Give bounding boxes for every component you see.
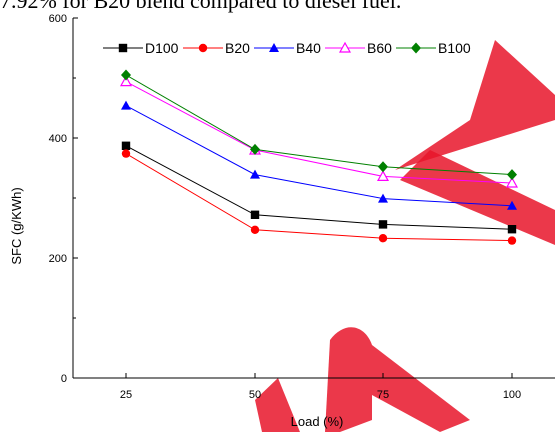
x-axis-label: Load (%) xyxy=(291,414,344,429)
data-point xyxy=(338,41,352,53)
data-point xyxy=(376,170,390,181)
data-point xyxy=(250,210,260,219)
legend-label: B60 xyxy=(367,40,392,56)
data-point xyxy=(507,169,517,181)
data-point xyxy=(121,141,131,150)
data-point xyxy=(507,225,517,234)
data-point xyxy=(378,161,388,173)
data-point xyxy=(119,75,133,87)
series-line xyxy=(125,153,513,242)
legend-entry-d100: D100 xyxy=(103,40,179,56)
data-point xyxy=(118,43,128,53)
legend-entry-b40: B40 xyxy=(254,40,321,56)
legend-label: D100 xyxy=(145,40,179,56)
y-tick-label: 600 xyxy=(49,13,67,25)
series-line xyxy=(125,81,513,184)
series-line xyxy=(125,74,513,176)
series-b60 xyxy=(119,75,519,188)
data-point xyxy=(378,234,388,243)
y-tick-label: 400 xyxy=(49,133,67,145)
data-point xyxy=(121,69,131,81)
data-point xyxy=(507,236,517,245)
data-point xyxy=(411,42,421,54)
legend-entry-b20: B20 xyxy=(183,40,250,56)
legend-label: B100 xyxy=(438,40,471,56)
data-point xyxy=(250,143,260,155)
data-point xyxy=(250,225,260,234)
data-point xyxy=(507,200,517,210)
data-point xyxy=(198,43,208,53)
series-line xyxy=(125,105,513,207)
series-b100 xyxy=(121,69,517,181)
x-tick-label: 50 xyxy=(249,389,261,401)
series-layer xyxy=(119,69,519,245)
data-point xyxy=(378,220,388,229)
data-point xyxy=(378,193,388,203)
legend-label: B40 xyxy=(296,40,321,56)
y-tick-label: 0 xyxy=(61,373,67,385)
x-tick-label: 100 xyxy=(503,389,521,401)
series-line xyxy=(125,145,513,230)
chart-axes: 0 200 400 600 25 50 75 100 xyxy=(49,13,555,401)
data-point xyxy=(269,43,279,52)
x-tick-label: 25 xyxy=(120,389,132,401)
series-d100 xyxy=(121,141,517,234)
data-point xyxy=(121,100,131,110)
x-tick-label: 75 xyxy=(377,389,389,401)
data-point xyxy=(121,149,131,158)
caption-text: 7.92% for B20 blend compared to diesel f… xyxy=(0,0,402,13)
y-tick-label: 200 xyxy=(49,253,67,265)
legend-label: B20 xyxy=(225,40,250,56)
series-b40 xyxy=(121,100,517,210)
chart-legend: D100 B20 B40 B60 B100 xyxy=(103,40,471,56)
legend-entry-b100: B100 xyxy=(396,40,471,56)
series-b20 xyxy=(121,149,517,245)
data-point xyxy=(505,176,519,188)
data-point xyxy=(250,169,260,179)
y-axis-label: SFC (g/KWh) xyxy=(9,187,24,264)
legend-entry-b60: B60 xyxy=(325,40,392,56)
